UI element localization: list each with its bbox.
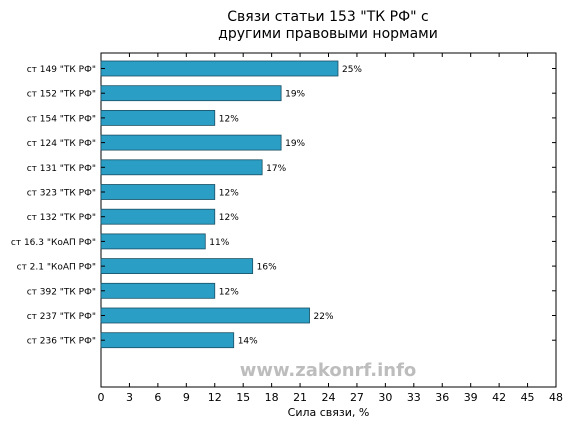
chart-title-line-1: Связи статьи 153 "ТК РФ" с [227, 9, 429, 25]
category-label: ст 154 "ТК РФ" [27, 114, 96, 124]
category-label: ст 131 "ТК РФ" [27, 164, 96, 174]
category-label: ст 16.3 "КоАП РФ" [11, 238, 96, 248]
bar [100, 282, 216, 299]
x-tick-label: 15 [236, 391, 250, 404]
x-tick-label: 48 [549, 391, 563, 404]
category-label: ст 392 "ТК РФ" [27, 287, 96, 297]
x-tick-label: 33 [407, 391, 421, 404]
category-label: ст 323 "ТК РФ" [27, 189, 96, 199]
value-label: 12% [219, 213, 239, 223]
category-label: ст 2.1 "КоАП РФ" [17, 263, 96, 273]
bar [100, 233, 206, 250]
x-tick-label: 3 [126, 391, 133, 404]
bar [100, 307, 310, 324]
x-tick-label: 27 [350, 391, 364, 404]
x-tick-label: 6 [154, 391, 161, 404]
category-label: ст 124 "ТК РФ" [27, 139, 96, 149]
watermark-text: www.zakonrf.info [239, 360, 417, 381]
category-label: ст 152 "ТК РФ" [27, 90, 96, 100]
bar [100, 258, 254, 275]
x-tick-label: 39 [464, 391, 478, 404]
category-label: ст 132 "ТК РФ" [27, 213, 96, 223]
bar [100, 110, 216, 126]
value-label: 12% [219, 287, 239, 297]
category-label: ст 236 "ТК РФ" [27, 337, 96, 347]
x-tick-label: 42 [492, 391, 506, 404]
x-tick-label: 18 [265, 391, 279, 404]
value-label: 16% [257, 263, 277, 273]
bar [100, 134, 282, 151]
x-tick-label: 12 [208, 391, 222, 404]
x-tick-label: 9 [183, 391, 190, 404]
chart-title-line-2: другими правовыми нормами [218, 26, 438, 42]
value-label: 12% [219, 114, 239, 124]
chart-title: Связи статьи 153 "ТК РФ" с другими право… [100, 9, 556, 43]
x-axis-label: Сила связи, % [288, 406, 370, 419]
value-label: 19% [285, 139, 305, 149]
bar [100, 85, 282, 102]
value-label: 17% [266, 164, 286, 174]
value-label: 22% [314, 312, 334, 322]
x-tick-label: 45 [521, 391, 535, 404]
x-tick-label: 21 [293, 391, 307, 404]
x-tick-label: 0 [98, 391, 105, 404]
x-tick-label: 24 [322, 391, 336, 404]
x-tick-label: 36 [435, 391, 449, 404]
bar [100, 184, 216, 200]
value-label: 11% [209, 238, 229, 248]
category-label: ст 237 "ТК РФ" [27, 312, 96, 322]
value-label: 25% [342, 65, 362, 75]
bar [100, 159, 263, 176]
category-label: ст 149 "ТК РФ" [27, 65, 96, 75]
bar [100, 332, 235, 349]
bar [100, 60, 339, 77]
x-tick-label: 30 [378, 391, 392, 404]
value-label: 12% [219, 189, 239, 199]
value-label: 14% [238, 337, 258, 347]
bar [100, 208, 216, 225]
value-label: 19% [285, 90, 305, 100]
